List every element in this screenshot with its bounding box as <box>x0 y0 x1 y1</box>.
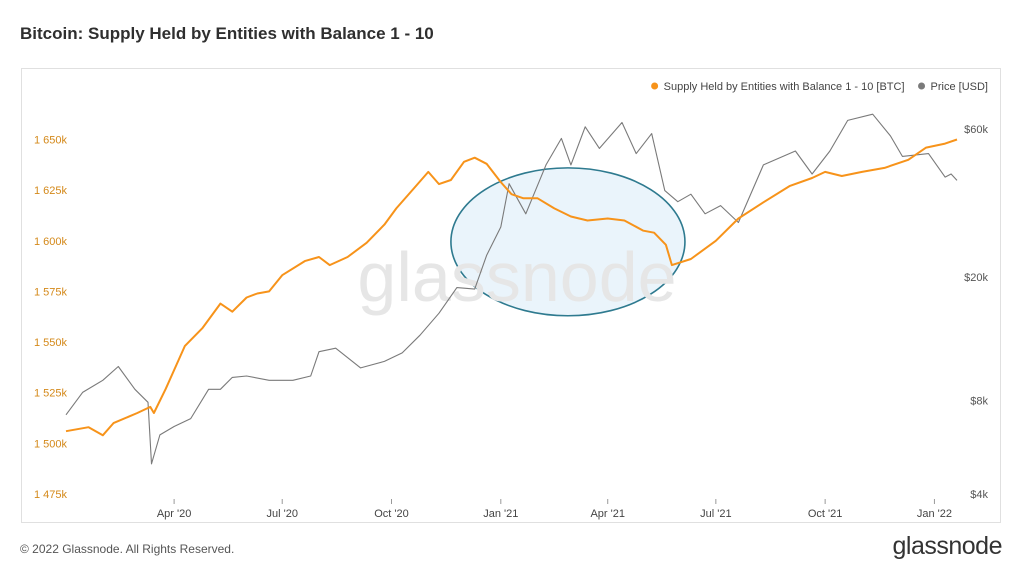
annotation-ellipse <box>450 167 686 317</box>
y-left-tick-label: 1 625k <box>34 185 68 197</box>
y-left-tick-label: 1 575k <box>34 286 68 298</box>
y-left-tick-label: 1 550k <box>34 337 68 349</box>
x-axis: Apr '20 Jul '20 Oct '20 Jan '21 Apr '21 Jul '… <box>157 499 952 520</box>
page-title: Bitcoin: Supply Held by Entities with Ba… <box>20 24 434 43</box>
x-tick-label: Apr '20 <box>157 508 192 520</box>
x-tick-label: Jul '20 <box>266 508 297 520</box>
x-tick-label: Oct '21 <box>808 508 843 520</box>
y-left-tick-label: 1 600k <box>34 236 68 248</box>
x-tick-label: Apr '21 <box>590 508 625 520</box>
chart-panel: glassnode 1 475k 1 500k 1 525k 1 550k 1 575k… <box>21 68 1001 523</box>
y-left-axis: 1 475k 1 500k 1 525k 1 550k 1 575k 1 600k 1 62… <box>34 135 68 501</box>
y-left-tick-label: 1 650k <box>34 135 68 147</box>
x-tick-label: Jul '21 <box>700 508 731 520</box>
y-right-axis: $4k $8k $20k $60k <box>964 124 988 501</box>
watermark: glassnode <box>357 238 676 316</box>
series-group <box>65 113 958 465</box>
x-tick-label: Oct '20 <box>374 508 409 520</box>
y-left-tick-label: 1 475k <box>34 489 68 501</box>
legend-label-supply: Supply Held by Entities with Balance 1 -… <box>664 81 905 93</box>
y-left-tick-label: 1 525k <box>34 388 68 400</box>
y-left-tick-label: 1 500k <box>34 438 68 450</box>
annotation-ellipse-group <box>450 167 686 317</box>
y-right-tick-label: $20k <box>964 272 988 284</box>
series-line-supply <box>65 138 958 437</box>
glassnode-logo: glassnode <box>892 532 1003 560</box>
chart-svg: glassnode 1 475k 1 500k 1 525k 1 550k 1 575k… <box>34 81 988 520</box>
x-tick-label: Jan '21 <box>483 508 518 520</box>
footer-copyright: © 2022 Glassnode. All Rights Reserved. <box>20 542 235 556</box>
legend-marker-price <box>918 82 926 90</box>
y-right-tick-label: $60k <box>964 124 988 136</box>
y-right-tick-label: $8k <box>970 396 988 408</box>
legend-marker-supply <box>651 82 659 90</box>
legend: Price [USD] Supply Held by Entities with … <box>651 81 988 93</box>
y-right-tick-label: $4k <box>970 489 988 501</box>
legend-label-price: Price [USD] <box>931 81 988 93</box>
x-tick-label: Jan '22 <box>917 508 952 520</box>
series-line-price <box>65 113 958 465</box>
